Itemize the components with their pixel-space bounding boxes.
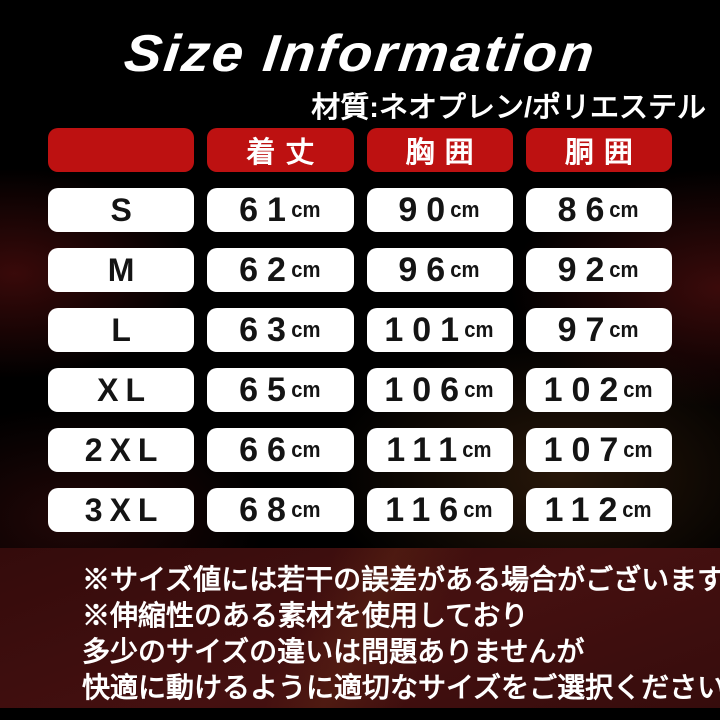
measurement-unit: cm bbox=[291, 317, 321, 342]
note-line: 快適に動けるように適切なサイズをご選択ください bbox=[82, 672, 720, 703]
measurement-value: 61 bbox=[239, 190, 295, 229]
measurement-cell: 68 cm bbox=[207, 488, 354, 532]
measurement-value: 66 bbox=[239, 430, 295, 469]
measurement-cell: 66 cm bbox=[207, 428, 354, 472]
measurement-value: 101 bbox=[384, 310, 469, 349]
measurement-value: 96 bbox=[398, 250, 455, 289]
measurement-value: 86 bbox=[557, 190, 614, 229]
measurement-value: 112 bbox=[544, 490, 627, 529]
measurement-unit: cm bbox=[450, 257, 480, 282]
measurement-cell: 101 cm bbox=[366, 308, 513, 352]
column-header: 胸囲 bbox=[366, 128, 513, 172]
measurement-cell: 63 cm bbox=[207, 308, 354, 352]
measurement-cell: 96 cm bbox=[366, 248, 513, 292]
measurement-value: 97 bbox=[557, 310, 614, 349]
measurement-value: 62 bbox=[239, 250, 295, 289]
measurement-cell: 97 cm bbox=[525, 308, 672, 352]
page-title-text: Size Information bbox=[120, 25, 599, 83]
measurement-unit: cm bbox=[464, 377, 494, 402]
measurement-unit: cm bbox=[291, 437, 321, 462]
measurement-unit: cm bbox=[291, 197, 321, 222]
measurement-cell: 111 cm bbox=[366, 428, 513, 472]
measurement-cell: 62 cm bbox=[207, 248, 354, 292]
measurement-value: 111 bbox=[386, 430, 467, 469]
measurement-unit: cm bbox=[450, 197, 480, 222]
measurement-cell: 65 cm bbox=[207, 368, 354, 412]
measurement-unit: cm bbox=[623, 437, 653, 462]
measurement-value: 106 bbox=[384, 370, 469, 409]
measurement-value: 107 bbox=[543, 430, 628, 469]
measurement-unit: cm bbox=[609, 257, 639, 282]
size-row-label: L bbox=[48, 308, 195, 352]
page-title: Size Information bbox=[0, 24, 720, 84]
size-row-label: 3XL bbox=[48, 488, 195, 532]
column-header: 胴囲 bbox=[525, 128, 672, 172]
measurement-value: 63 bbox=[239, 310, 295, 349]
measurement-unit: cm bbox=[462, 437, 492, 462]
measurement-unit: cm bbox=[623, 377, 653, 402]
measurement-value: 65 bbox=[239, 370, 295, 409]
size-row-label: S bbox=[48, 188, 195, 232]
measurement-cell: 112 cm bbox=[525, 488, 672, 532]
measurement-cell: 106 cm bbox=[366, 368, 513, 412]
measurement-unit: cm bbox=[609, 197, 639, 222]
size-row-label: XL bbox=[48, 368, 195, 412]
measurement-cell: 107 cm bbox=[525, 428, 672, 472]
measurement-unit: cm bbox=[464, 317, 494, 342]
note-line: ※伸縮性のある素材を使用しており bbox=[82, 600, 529, 631]
measurement-cell: 92 cm bbox=[525, 248, 672, 292]
measurement-value: 92 bbox=[557, 250, 614, 289]
measurement-cell: 90 cm bbox=[366, 188, 513, 232]
material-label: 材質:ネオプレン/ポリエステル bbox=[311, 92, 706, 124]
measurement-cell: 61 cm bbox=[207, 188, 354, 232]
size-table: 着丈 胸囲 胴囲 S 61 cm 90 cm 86 cm M 62 cm 96 cm… bbox=[48, 128, 672, 532]
measurement-value: 102 bbox=[543, 370, 628, 409]
measurement-value: 68 bbox=[239, 490, 295, 529]
size-row-label: M bbox=[48, 248, 195, 292]
measurement-cell: 116 cm bbox=[366, 488, 513, 532]
column-header: 着丈 bbox=[207, 128, 354, 172]
measurement-unit: cm bbox=[291, 257, 321, 282]
measurement-unit: cm bbox=[609, 317, 639, 342]
notes-panel: ※サイズ値には若干の誤差がある場合がございます ※伸縮性のある素材を使用しており多… bbox=[0, 548, 720, 708]
size-row-label: 2XL bbox=[48, 428, 195, 472]
measurement-cell: 86 cm bbox=[525, 188, 672, 232]
measurement-cell: 102 cm bbox=[525, 368, 672, 412]
note-line: ※サイズ値には若干の誤差がある場合がございます bbox=[82, 564, 720, 595]
measurement-value: 116 bbox=[385, 490, 468, 529]
measurement-unit: cm bbox=[622, 497, 652, 522]
measurement-unit: cm bbox=[291, 377, 321, 402]
measurement-value: 90 bbox=[398, 190, 455, 229]
note-line: 多少のサイズの違いは問題ありませんが bbox=[82, 636, 585, 667]
column-header-empty bbox=[48, 128, 195, 172]
measurement-unit: cm bbox=[463, 497, 493, 522]
measurement-unit: cm bbox=[291, 497, 321, 522]
